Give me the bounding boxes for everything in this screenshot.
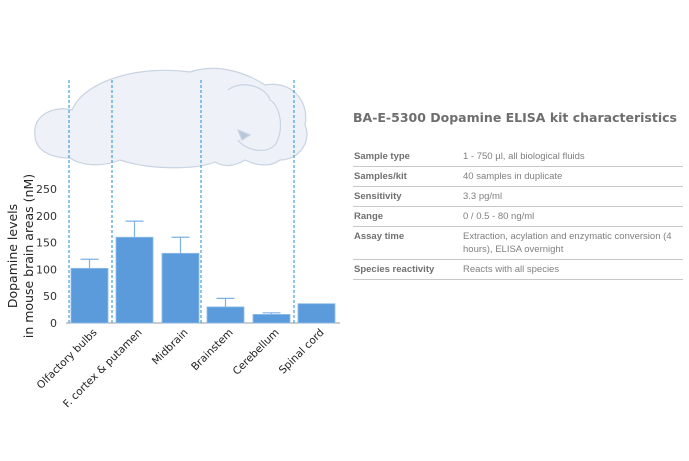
y-tick-label: 150 — [36, 237, 57, 250]
row-label: Species reactivity — [354, 264, 435, 275]
row-value: Extraction, acylation and enzymatic conv… — [463, 231, 672, 255]
bar-brainstem — [206, 306, 245, 324]
row-value: 40 samples in duplicate — [463, 171, 563, 182]
bar-f-cortex-putamen — [115, 236, 154, 324]
table-row: Assay time Extraction, acylation and enzy… — [353, 227, 683, 260]
row-value: Reacts with all species — [463, 264, 560, 275]
y-axis-label-line2: in mouse brain areas (nM) — [21, 174, 36, 338]
bar-cerebellum — [252, 314, 291, 324]
x-tick-label: Midbrain — [150, 327, 191, 368]
table-row: Range 0 / 0.5 - 80 ng/ml — [353, 207, 683, 227]
x-tick-label: Cerebellum — [231, 327, 282, 378]
y-tick-label: 100 — [36, 263, 57, 276]
table-title: BA-E-5300 Dopamine ELISA kit characteris… — [353, 110, 677, 125]
y-tick-label: 50 — [43, 290, 57, 303]
row-label: Samples/kit — [354, 171, 407, 182]
y-tick-label: 200 — [36, 210, 57, 223]
table-row: Sensitivity 3.3 pg/ml — [353, 187, 683, 207]
bar-olfactory-bulbs — [70, 267, 109, 324]
y-tick-label: 0 — [50, 317, 57, 330]
x-tick-label: Brainstem — [189, 327, 236, 374]
y-axis-label-line1: Dopamine levels — [5, 204, 20, 308]
row-value: 0 / 0.5 - 80 ng/ml — [463, 211, 535, 222]
row-label: Range — [354, 211, 384, 222]
y-tick-label: 250 — [36, 183, 57, 196]
row-label: Sensitivity — [354, 191, 402, 202]
bar-spinal-cord — [297, 303, 336, 324]
kit-characteristics-table: BA-E-5300 Dopamine ELISA kit characteris… — [353, 110, 683, 280]
row-value: 3.3 pg/ml — [463, 191, 503, 202]
x-tick-label: Spinal cord — [277, 327, 327, 377]
brain-illustration — [34, 67, 308, 169]
table-row: Species reactivity Reacts with all specie… — [353, 260, 683, 280]
row-value: 1 - 750 µl, all biological fluids — [463, 151, 585, 162]
table-row: Sample type 1 - 750 µl, all biological fl… — [353, 147, 683, 167]
table-row: Samples/kit 40 samples in duplicate — [353, 167, 683, 187]
bar-midbrain — [161, 252, 200, 324]
row-label: Sample type — [354, 151, 410, 162]
row-label: Assay time — [354, 231, 405, 242]
x-tick-label: F. cortex & putamen — [61, 327, 145, 411]
